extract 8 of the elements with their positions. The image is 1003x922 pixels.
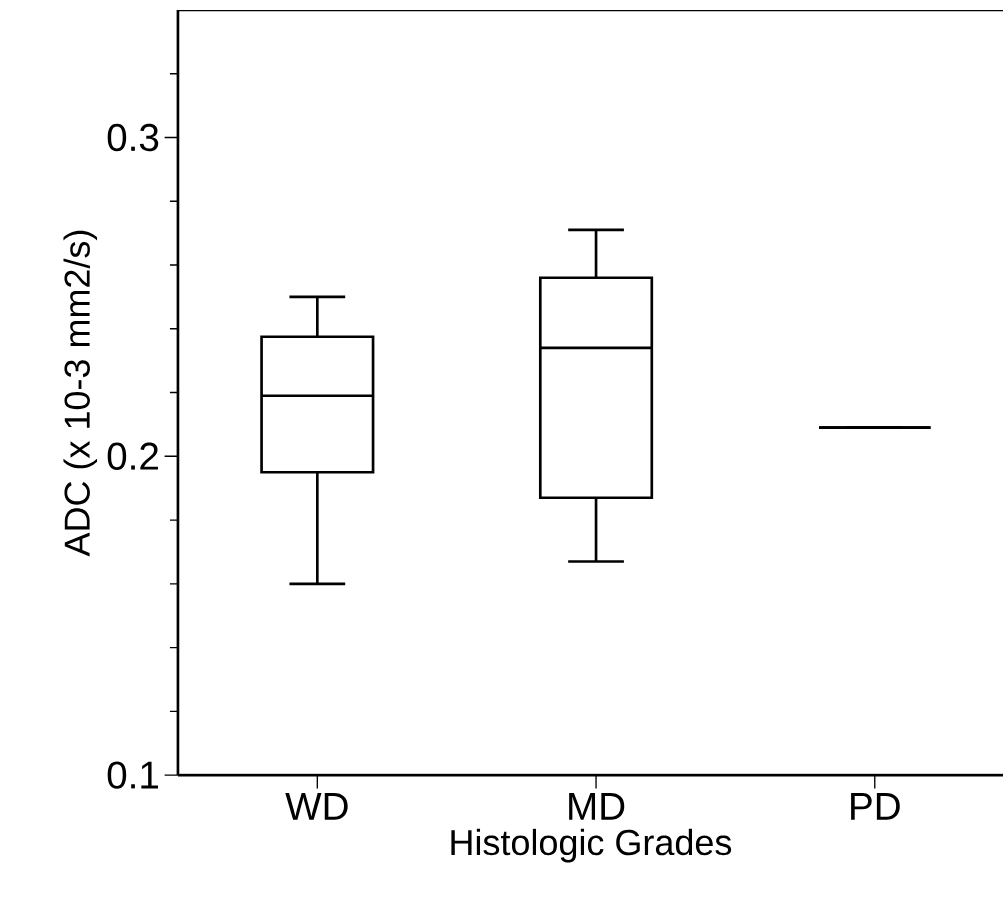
y-tick-label: 0.1 xyxy=(107,761,159,789)
x-tick-label: PD xyxy=(851,793,900,820)
y-axis-title: ADC (x 10-3 mm2/s) xyxy=(63,230,98,557)
y-tick-label: 0.3 xyxy=(107,123,159,152)
x-tick-label: MD xyxy=(569,793,625,820)
y-tick-label: 0.2 xyxy=(107,442,158,470)
x-axis-title: Histologic Grades xyxy=(451,828,732,863)
x-tick-label: WD xyxy=(285,793,348,820)
